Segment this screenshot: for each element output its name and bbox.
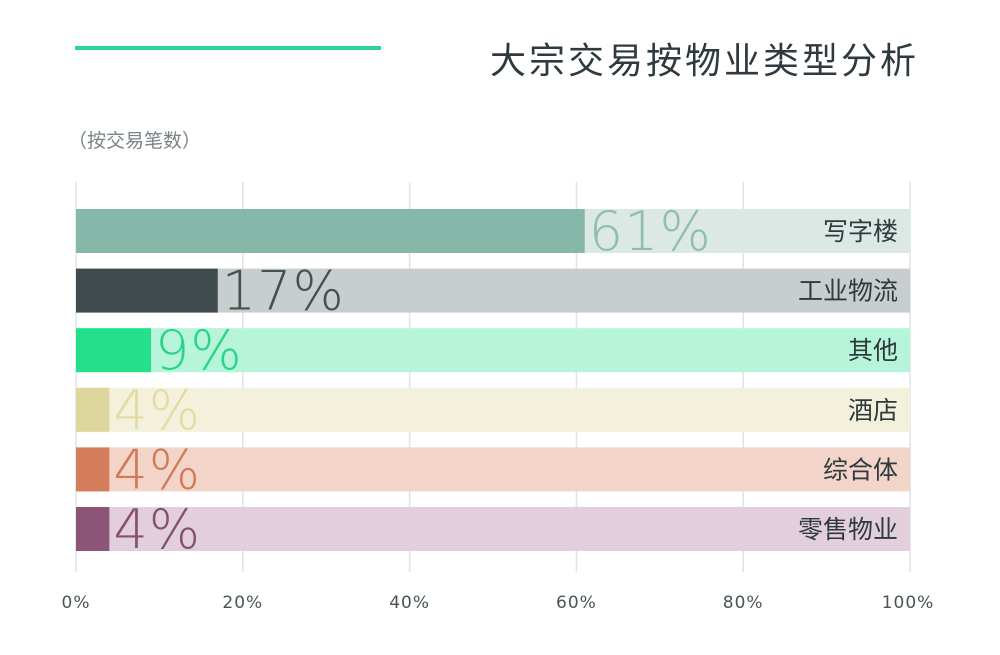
bar-track bbox=[76, 328, 910, 373]
bar-value-label: 4% bbox=[113, 379, 201, 442]
chart-title: 大宗交易按物业类型分析 bbox=[490, 41, 919, 82]
bar-value-label: 4% bbox=[113, 438, 201, 501]
x-tick-label: 40% bbox=[389, 593, 430, 613]
chart-subtitle: （按交易笔数） bbox=[68, 130, 201, 152]
bar bbox=[76, 507, 110, 551]
bar-value-label: 9% bbox=[155, 319, 243, 382]
bar-row: 9% 其他 bbox=[76, 319, 910, 382]
x-axis-ticks: 0% 20% 40% 60% 80% 100% bbox=[62, 593, 935, 613]
category-label: 零售物业 bbox=[798, 515, 898, 544]
bar-row: 61% 写字楼 bbox=[76, 200, 910, 263]
bars: 61% 写字楼 17% 工业物流 9% 其他 4% 酒店 4% 综合体 4% 零售物业 bbox=[76, 200, 910, 561]
bar-row: 17% 工业物流 bbox=[76, 260, 910, 323]
category-label: 酒店 bbox=[848, 396, 898, 425]
x-tick-label: 100% bbox=[882, 593, 935, 613]
bar-value-label: 4% bbox=[113, 498, 201, 561]
x-tick-label: 20% bbox=[222, 593, 263, 613]
category-label: 其他 bbox=[848, 336, 898, 365]
bar-row: 4% 酒店 bbox=[76, 379, 910, 442]
bar bbox=[76, 268, 218, 313]
bar bbox=[76, 209, 585, 253]
x-tick-label: 0% bbox=[62, 593, 91, 613]
bar-track bbox=[76, 387, 910, 432]
bar bbox=[76, 447, 110, 492]
bar-row: 4% 零售物业 bbox=[76, 498, 910, 561]
bar-track bbox=[76, 507, 910, 551]
bar-row: 4% 综合体 bbox=[76, 438, 910, 501]
bar bbox=[76, 328, 152, 373]
category-label: 工业物流 bbox=[798, 277, 898, 306]
bar-track bbox=[76, 447, 910, 492]
category-label: 综合体 bbox=[823, 455, 898, 484]
x-tick-label: 60% bbox=[556, 593, 597, 613]
x-tick-label: 80% bbox=[723, 593, 764, 613]
bar bbox=[76, 387, 110, 432]
category-label: 写字楼 bbox=[823, 217, 898, 246]
bar-value-label: 61% bbox=[589, 200, 712, 263]
bar-value-label: 17% bbox=[222, 260, 345, 323]
